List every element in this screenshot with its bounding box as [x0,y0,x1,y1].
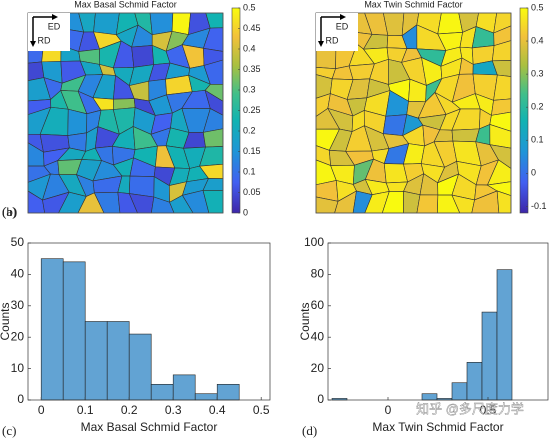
x-axis-label: Max Basal Schmid Factor [81,420,218,434]
y-tick-label: 20 [11,329,25,343]
axes-frame [327,242,549,401]
grain [131,45,155,68]
grain [171,12,191,35]
axes-frame [27,242,271,401]
colorbar-tick-label: 0.1 [243,166,256,176]
bar [172,374,196,401]
grain [67,108,88,136]
bar [40,258,64,401]
y-axis-label: Counts [298,302,312,340]
colorbar-tick-label: 0.4 [531,35,544,45]
y-tick-label: 0 [17,392,24,406]
x-tick-label: 0.3 [165,403,182,417]
y-axis-label: Counts [0,302,12,340]
bar [106,321,130,401]
grain [416,194,439,214]
x-tick-label: 0.1 [77,403,94,417]
y-tick-label: 50 [11,235,25,249]
map-frame [315,12,512,214]
bar [496,269,513,401]
bar [128,333,152,401]
colorbar-tick-label: 0.4 [243,43,256,53]
x-tick-label: 0 [385,403,392,417]
bar [466,362,483,401]
y-tick-label: 40 [11,267,25,281]
panel-label: (c) [2,423,16,438]
grain [165,74,193,96]
y-tick-label: 40 [311,329,325,343]
bar [62,261,86,401]
bar [421,393,438,401]
grain [93,12,120,36]
x-axis-label: Max Twin Schmid Factor [372,420,503,434]
panel-label: (d) [302,423,317,438]
arrowhead [30,41,36,47]
colorbar-tick-label: 0.15 [243,146,261,156]
colorbar-tick-label: 0.5 [531,2,544,12]
grain [451,128,480,143]
colorbar [519,7,529,214]
arrowhead [340,14,346,20]
panel-label: (a) [2,204,16,219]
map-title: Max Twin Schmid Factor [364,0,462,9]
x-tick-label: 0.5 [480,403,497,417]
grain [149,12,174,36]
direction-label: RD [38,35,51,45]
y-tick-label: 80 [311,267,325,281]
grain [437,12,463,35]
colorbar-tick-label: 0 [531,168,536,178]
y-tick-label: 100 [304,235,324,249]
colorbar-tick-label: 0.3 [243,84,256,94]
colorbar-tick-label: 0.35 [243,64,261,74]
direction-box [316,13,358,51]
colorbar-tick-label: 0.3 [531,69,544,79]
x-tick-label: 0.2 [121,403,138,417]
map-frame [27,12,224,214]
direction-label: RD [326,35,339,45]
bar [150,383,174,401]
watermark: 知乎 @多尺度力学 [416,401,524,416]
bar [84,321,108,401]
colorbar-tick-label: 0.45 [243,23,261,33]
y-tick-label: 0 [317,392,324,406]
y-tick-label: 10 [11,361,25,375]
y-tick-label: 20 [311,361,325,375]
bar [216,383,240,401]
colorbar-tick-label: 0.2 [531,102,544,112]
colorbar-tick-label: -0.1 [531,201,547,211]
panel-label: (b) [2,204,17,219]
colorbar-tick-label: 0 [243,207,248,217]
colorbar-tick-label: 0.2 [243,125,256,135]
direction-label: ED [336,21,349,31]
colorbar-tick-label: 0.1 [531,135,544,145]
bar [194,393,218,401]
x-tick-label: 0 [38,403,45,417]
direction-label: ED [48,21,61,31]
map-title: Max Basal Schmid Factor [74,0,177,9]
y-tick-label: 30 [11,298,25,312]
colorbar-tick-label: 0.25 [243,105,261,115]
bar [451,382,468,401]
y-tick-label: 60 [311,298,325,312]
x-tick-label: 0.4 [209,403,226,417]
x-tick-label: 0.5 [253,403,270,417]
arrowhead [318,41,324,47]
colorbar-tick-label: 0.5 [243,2,256,12]
bar [481,311,498,401]
arrowhead [52,14,58,20]
colorbar-tick-label: 0.05 [243,187,261,197]
direction-box [28,13,70,51]
